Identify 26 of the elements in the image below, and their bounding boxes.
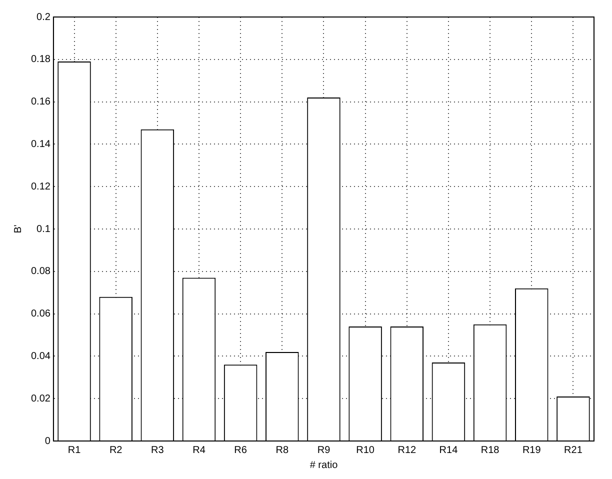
x-tick-label: R19 [522,444,542,456]
y-tick-label: 0.14 [30,138,51,150]
x-tick-label: R6 [234,444,248,456]
x-tick-label: R10 [356,444,375,456]
x-tick-label: R18 [480,444,500,456]
x-tick-label: R4 [192,444,206,456]
x-tick-label: R2 [109,444,123,456]
x-tick-label: R12 [398,444,416,456]
y-tick-label: 0.02 [30,393,51,404]
x-tick-label: R14 [439,444,458,456]
x-tick-label: R9 [317,444,331,456]
x-tick-label: R21 [564,444,583,456]
y-tick-label: 0.04 [30,350,51,362]
y-tick-label: 0.1 [36,224,51,235]
y-tick-label: 0.2 [36,12,51,23]
y-tick-label: 0.16 [30,96,51,108]
x-tick-label: R8 [276,444,289,456]
y-tick-label: 0.08 [30,266,51,278]
y-tick-label: 0.12 [30,181,51,192]
x-axis-title: # ratio [310,460,338,471]
y-tick-label: 0.06 [30,308,51,320]
y-tick-label: 0 [44,436,51,447]
x-tick-label: R3 [151,444,164,456]
y-tick-label: 0.18 [30,54,51,66]
x-tick-label: R1 [68,444,82,456]
y-axis-title: B' [12,224,24,234]
